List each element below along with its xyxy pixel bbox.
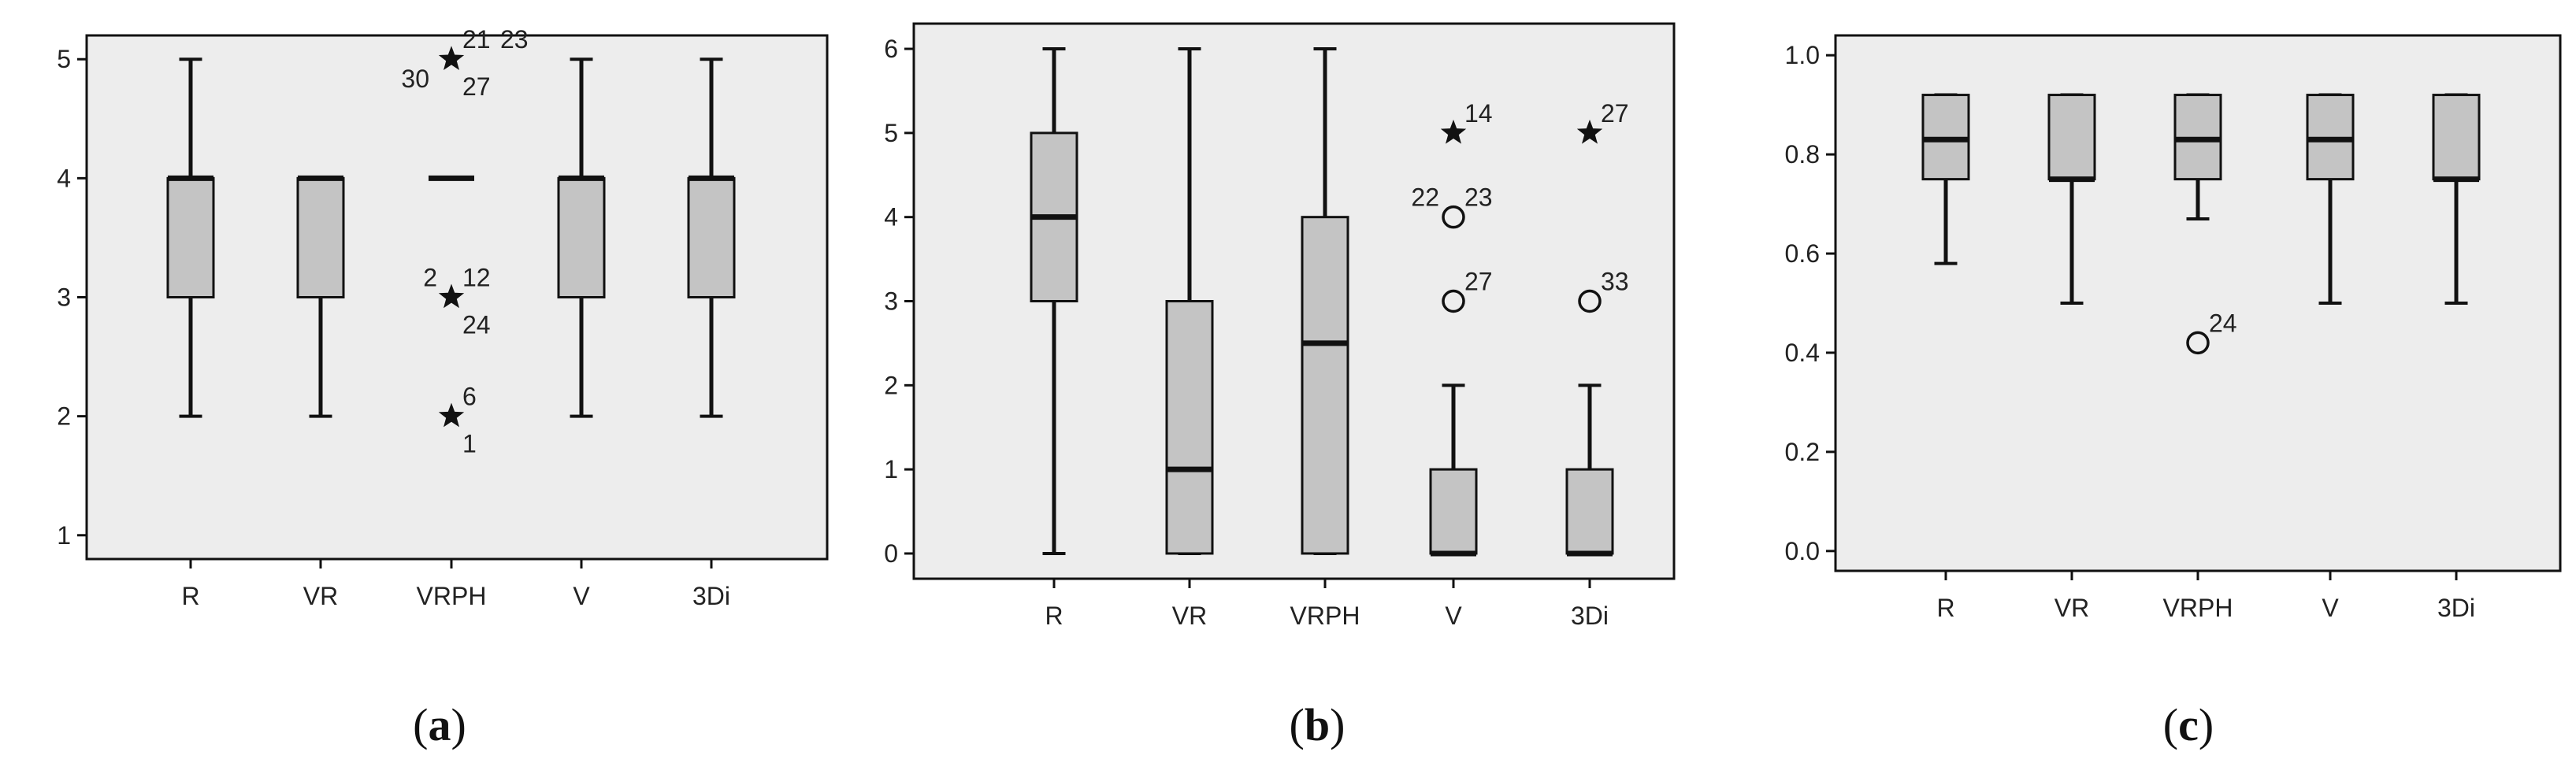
star-marker: [1440, 119, 1467, 144]
circle-marker: [1442, 289, 1465, 313]
y-tick-label: 2: [57, 402, 71, 431]
x-tick-label: V: [1445, 602, 1462, 630]
outlier-label: 22: [1411, 183, 1439, 212]
box-V: [557, 57, 606, 418]
box-3Di: [687, 57, 736, 418]
iqr-box: [166, 176, 215, 298]
x-tick-label: R: [181, 582, 199, 610]
star-marker: [438, 402, 465, 428]
outlier-label: 33: [1601, 268, 1629, 296]
y-tick-label: 3: [884, 287, 898, 316]
outlier-3Di: 33: [1578, 268, 1629, 313]
outlier-label: 14: [1464, 99, 1493, 128]
outlier-label: 23: [500, 25, 529, 54]
x-tick-label: 3Di: [2437, 594, 2475, 622]
y-tick-label: 1: [57, 521, 71, 550]
y-tick-label: 4: [57, 164, 71, 192]
star-marker: [438, 46, 465, 70]
y-tick-label: 0.2: [1785, 438, 1820, 466]
x-tick-label: V: [573, 582, 590, 610]
iqr-box: [557, 176, 606, 298]
box-R: [1030, 47, 1078, 555]
outlier-3Di: 27: [1576, 99, 1629, 144]
x-tick-label: VR: [2054, 594, 2089, 622]
y-tick-label: 5: [57, 45, 71, 73]
outlier-label: 1: [462, 430, 477, 458]
box-R: [166, 57, 215, 418]
outlier-VRPH: 21 23 30 27: [401, 25, 528, 101]
outlier-label: 27: [1464, 268, 1493, 296]
iqr-box: [1301, 216, 1349, 555]
x-tick-label: R: [1936, 594, 1954, 622]
box-3Di: [2432, 93, 2481, 305]
circle-marker: [1442, 205, 1465, 229]
plot-area: [912, 22, 1676, 580]
box-3Di: [1565, 383, 1614, 557]
y-tick-label: 0.8: [1785, 140, 1820, 169]
x-tick-label: VRPH: [2163, 594, 2233, 622]
box-VRPH: [1301, 47, 1349, 555]
x-tick-label: VR: [1172, 602, 1207, 630]
iqr-box: [687, 176, 736, 298]
box-V: [2306, 93, 2355, 305]
outlier-V: 14: [1440, 99, 1493, 144]
outlier-V: 22 23: [1411, 183, 1493, 229]
y-tick-label: 0.6: [1785, 239, 1820, 268]
iqr-box: [1565, 468, 1614, 555]
x-tick-label: 3Di: [1571, 602, 1609, 630]
iqr-box: [2432, 94, 2481, 181]
outlier-label: 6: [462, 383, 477, 411]
y-tick-label: 2: [884, 371, 898, 399]
outlier-label: 21: [462, 25, 491, 54]
outlier-label: 12: [462, 264, 491, 292]
circle-marker: [1578, 289, 1602, 313]
y-tick-label: 1.0: [1785, 41, 1820, 69]
y-tick-label: 0: [884, 539, 898, 568]
outlier-VRPH: 2 12 24: [423, 264, 490, 339]
x-tick-label: V: [2322, 594, 2339, 622]
x-tick-label: R: [1045, 602, 1063, 630]
box-VR: [296, 175, 345, 418]
box-VRPH: [2173, 93, 2222, 220]
star-marker: [438, 283, 465, 309]
iqr-box: [1165, 300, 1214, 555]
iqr-box: [2047, 94, 2096, 181]
x-tick-label: VR: [303, 582, 338, 610]
outlier-label: 24: [2209, 309, 2237, 337]
y-tick-label: 3: [57, 283, 71, 312]
x-tick-label: 3Di: [692, 582, 730, 610]
iqr-box: [296, 176, 345, 298]
outlier-VRPH: 24: [2186, 309, 2237, 355]
panel-caption: (a): [413, 699, 466, 750]
y-tick-label: 0.4: [1785, 339, 1820, 367]
iqr-box: [1429, 468, 1478, 555]
star-marker: [1576, 119, 1603, 144]
panel-caption: (c): [2163, 699, 2214, 750]
box-R: [1921, 93, 1970, 265]
panel-caption: (b): [1290, 699, 1346, 750]
outlier-label: 2: [423, 264, 437, 292]
outlier-label: 23: [1464, 183, 1493, 212]
outlier-label: 27: [1601, 99, 1629, 128]
outlier-label: 27: [462, 72, 491, 101]
outlier-VRPH: 61: [438, 383, 477, 458]
box-VR: [1165, 47, 1214, 555]
outlier-V: 27: [1442, 268, 1493, 313]
panel-c: 0.0 0.2 0.4 0.6 0.8 1.0 R VR VRPH V 3Di 24 (c): [1785, 34, 2562, 750]
y-tick-label: 5: [884, 119, 898, 147]
y-tick-label: 4: [884, 203, 898, 231]
y-tick-label: 0.0: [1785, 537, 1820, 565]
box-VR: [2047, 93, 2096, 305]
circle-marker: [2186, 331, 2210, 355]
y-tick-label: 6: [884, 35, 898, 63]
outlier-label: 30: [401, 65, 429, 93]
box-V: [1429, 383, 1478, 557]
x-tick-label: VRPH: [1290, 602, 1360, 630]
y-tick-label: 1: [884, 455, 898, 483]
x-tick-label: VRPH: [417, 582, 487, 610]
outlier-label: 24: [462, 311, 491, 339]
